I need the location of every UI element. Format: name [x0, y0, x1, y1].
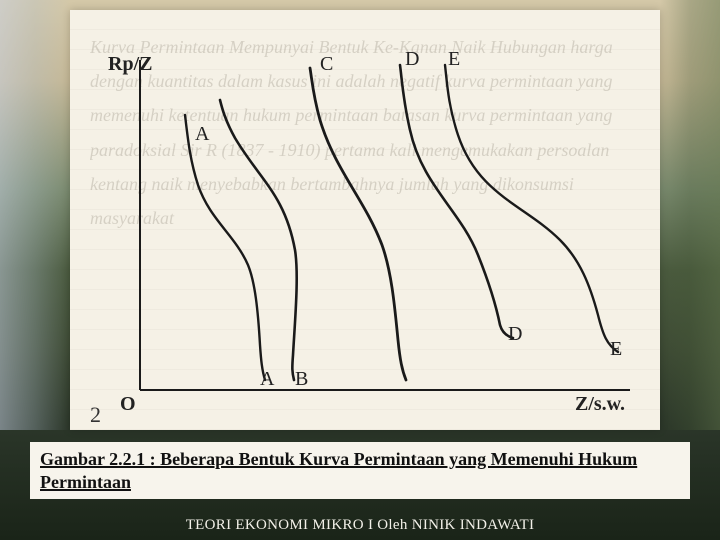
footer-credit: TEORI EKONOMI MIKRO I Oleh NINIK INDAWAT… — [0, 517, 720, 534]
curve-E — [445, 65, 618, 352]
y-axis-label: Rp/Z — [108, 53, 152, 75]
curve-label-top-A: A — [195, 123, 210, 145]
curve-label-bottom-D: D — [508, 323, 522, 345]
figure-caption: Gambar 2.2.1 : Beberapa Bentuk Kurva Per… — [40, 448, 680, 493]
curve-label-bottom-E: E — [610, 338, 622, 360]
curve-label-top-E: E — [448, 48, 460, 70]
figure-panel: Kurva Permintaan Mempunyai Bentuk Ke-Kan… — [70, 10, 660, 430]
curve-label-top-C: C — [320, 53, 333, 75]
curve-label-top-D: D — [405, 48, 419, 70]
slide-root: Kurva Permintaan Mempunyai Bentuk Ke-Kan… — [0, 0, 720, 540]
background-left-vignette — [0, 0, 70, 430]
curve-C — [310, 68, 406, 380]
curves-group: AABCDDEE — [185, 48, 622, 390]
origin-label: O — [120, 393, 136, 415]
demand-curves-chart: Rp/Z Z/s.w. O AABCDDEE — [70, 10, 660, 430]
curve-label-bottom-A: A — [260, 368, 275, 390]
x-axis-label: Z/s.w. — [575, 393, 625, 415]
origin-annotation: 2 — [90, 402, 101, 428]
curve-A — [185, 115, 265, 380]
background-right-vignette — [660, 0, 720, 430]
curve-D — [400, 65, 513, 338]
curve-label-bottom-B: B — [295, 368, 308, 390]
figure-caption-block: Gambar 2.2.1 : Beberapa Bentuk Kurva Per… — [30, 442, 690, 499]
